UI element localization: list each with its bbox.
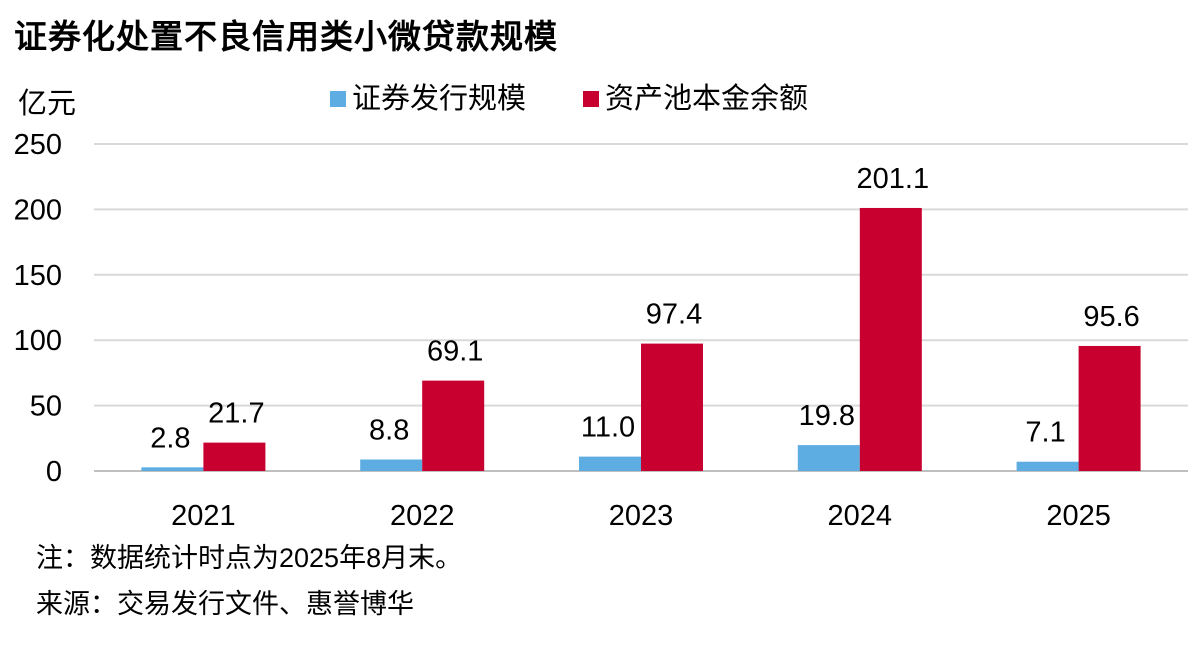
label-pool-2022: 69.1 bbox=[427, 336, 483, 368]
bar-issuance-2025 bbox=[1016, 461, 1079, 471]
legend-swatch-pool bbox=[583, 91, 599, 107]
label-issuance-2022: 8.8 bbox=[369, 414, 409, 446]
y-tick-label: 250 bbox=[14, 129, 62, 161]
label-pool-2024: 201.1 bbox=[857, 163, 930, 195]
x-tick-label-2024: 2024 bbox=[828, 500, 893, 532]
y-tick-label: 150 bbox=[14, 260, 62, 292]
bar-issuance-2024 bbox=[797, 445, 860, 471]
source-note: 来源：交易发行文件、惠誉博华 bbox=[36, 589, 414, 619]
label-pool-2025: 95.6 bbox=[1083, 301, 1139, 333]
y-tick-label: 100 bbox=[14, 325, 62, 357]
y-tick-label: 200 bbox=[14, 194, 62, 226]
y-axis-unit: 亿元 bbox=[18, 88, 77, 120]
x-tick-label-2025: 2025 bbox=[1046, 500, 1111, 532]
bar-pool-2024 bbox=[859, 207, 922, 472]
bars bbox=[141, 207, 1141, 472]
legend: 证券发行规模 资产池本金余额 bbox=[330, 82, 808, 115]
chart-title: 证券化处置不良信用类小微贷款规模 bbox=[14, 18, 558, 55]
bar-issuance-2021 bbox=[141, 467, 204, 471]
bar-pool-2021 bbox=[203, 442, 266, 471]
x-tick-label-2021: 2021 bbox=[171, 500, 236, 532]
label-issuance-2025: 7.1 bbox=[1025, 417, 1065, 449]
legend-swatch-issuance bbox=[330, 91, 346, 107]
x-tick-label-2022: 2022 bbox=[390, 500, 455, 532]
x-tick-label-2023: 2023 bbox=[609, 500, 674, 532]
bar-issuance-2023 bbox=[579, 456, 641, 471]
x-axis-ticks: 2021 2022 2023 2024 2025 bbox=[171, 500, 1111, 532]
y-axis-ticks: 0 50 100 150 200 250 bbox=[14, 129, 62, 488]
label-issuance-2023: 11.0 bbox=[581, 412, 635, 444]
label-pool-2023: 97.4 bbox=[646, 299, 702, 331]
bar-pool-2022 bbox=[422, 380, 485, 471]
bar-pool-2025 bbox=[1078, 345, 1141, 471]
label-pool-2021: 21.7 bbox=[208, 398, 264, 430]
bar-pool-2023 bbox=[641, 343, 703, 471]
label-issuance-2021: 2.8 bbox=[150, 422, 190, 454]
y-tick-label: 50 bbox=[30, 391, 62, 423]
data-labels: 2.8 21.7 8.8 69.1 11.0 97.4 19.8 201.1 7.1 95.6 bbox=[150, 163, 1140, 454]
label-issuance-2024: 19.8 bbox=[799, 400, 855, 432]
footnote: 注：数据统计时点为2025年8月末。 bbox=[36, 543, 463, 573]
legend-label-pool: 资产池本金余额 bbox=[605, 82, 808, 115]
y-tick-label: 0 bbox=[46, 456, 62, 488]
legend-label-issuance: 证券发行规模 bbox=[352, 82, 526, 115]
bar-issuance-2022 bbox=[360, 459, 423, 471]
